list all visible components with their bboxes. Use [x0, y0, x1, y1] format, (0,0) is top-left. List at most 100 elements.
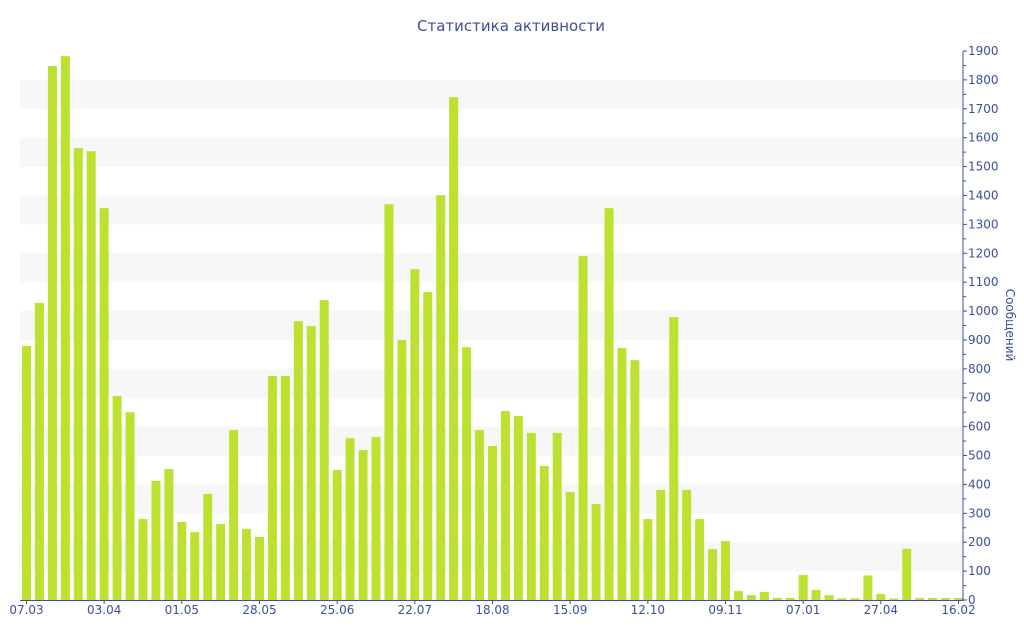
y-tick-label: 300 [968, 506, 991, 520]
bar[interactable] [319, 300, 329, 600]
y-tick-label: 700 [968, 391, 991, 405]
bar[interactable] [617, 348, 627, 600]
bar[interactable] [449, 97, 459, 601]
bar[interactable] [552, 432, 562, 600]
bar[interactable] [526, 432, 536, 600]
y-tick-label: 0 [968, 593, 976, 607]
bar[interactable] [811, 589, 821, 600]
chart-title: Статистика активности [417, 17, 605, 35]
bar[interactable] [151, 480, 161, 600]
bar[interactable] [746, 595, 756, 600]
y-tick-label: 200 [968, 535, 991, 549]
x-tick-label: 15.09 [553, 603, 587, 617]
x-tick-label: 22.07 [398, 603, 432, 617]
y-tick-label: 1000 [968, 304, 999, 318]
bar[interactable] [876, 593, 886, 600]
bar[interactable] [954, 597, 963, 600]
bar[interactable] [785, 597, 795, 600]
bar[interactable] [125, 412, 135, 600]
bar[interactable] [371, 437, 381, 600]
y-tick-label: 1300 [968, 217, 999, 231]
bar[interactable] [358, 450, 368, 600]
bar[interactable] [73, 148, 83, 601]
bar[interactable] [565, 491, 575, 600]
bar[interactable] [578, 256, 588, 600]
bar[interactable] [656, 489, 666, 600]
bar[interactable] [682, 489, 692, 600]
bar[interactable] [332, 469, 342, 600]
x-axis-ticks: 07.03 03.04 01.05 28.05 25.06 22.07 18.08 15.09… [9, 600, 976, 617]
bar[interactable] [397, 339, 407, 600]
grid-band [20, 137, 962, 167]
bar[interactable] [99, 208, 109, 600]
bar[interactable] [384, 204, 394, 601]
bar[interactable] [824, 595, 834, 600]
bar[interactable] [500, 411, 510, 600]
y-tick-label: 1200 [968, 246, 999, 260]
bar[interactable] [280, 376, 290, 600]
x-tick-label: 07.03 [9, 603, 43, 617]
x-tick-label: 09.11 [708, 603, 742, 617]
bar[interactable] [436, 195, 446, 600]
grid-band [20, 253, 962, 283]
bar[interactable] [34, 302, 44, 600]
bar[interactable] [941, 597, 951, 600]
bar[interactable] [539, 465, 549, 600]
bar[interactable] [902, 548, 912, 600]
bar[interactable] [772, 597, 782, 600]
bars [22, 56, 963, 601]
y-tick-label: 1400 [968, 188, 999, 202]
bar[interactable] [306, 326, 316, 600]
bar[interactable] [229, 430, 239, 600]
y-tick-label: 100 [968, 564, 991, 578]
bar[interactable] [462, 347, 472, 600]
bar[interactable] [47, 66, 57, 600]
bar[interactable] [488, 445, 497, 600]
bar[interactable] [798, 574, 808, 600]
bar[interactable] [475, 430, 485, 600]
bar[interactable] [112, 396, 122, 600]
bar[interactable] [863, 575, 873, 600]
bar[interactable] [604, 208, 614, 600]
bar[interactable] [86, 151, 96, 600]
bar[interactable] [708, 549, 718, 600]
bar[interactable] [410, 269, 420, 600]
bar[interactable] [190, 532, 200, 600]
bar[interactable] [850, 598, 860, 600]
bar[interactable] [928, 597, 938, 600]
bar[interactable] [915, 597, 925, 600]
bar[interactable] [203, 493, 213, 600]
bar[interactable] [889, 598, 899, 600]
grid-band [20, 368, 962, 398]
bar[interactable] [164, 469, 174, 600]
x-tick-label: 01.05 [165, 603, 199, 617]
bar[interactable] [759, 591, 769, 600]
bar[interactable] [267, 376, 277, 600]
x-tick-label: 03.04 [87, 603, 121, 617]
bar[interactable] [22, 346, 31, 600]
y-tick-label: 1900 [968, 44, 999, 58]
bar[interactable] [345, 438, 355, 600]
y-tick-label: 900 [968, 333, 991, 347]
bar[interactable] [138, 519, 148, 600]
x-tick-label: 18.08 [475, 603, 509, 617]
bar[interactable] [255, 537, 264, 600]
bar[interactable] [837, 598, 847, 600]
bar[interactable] [643, 519, 653, 600]
bar[interactable] [733, 591, 743, 600]
bar[interactable] [513, 415, 523, 600]
bar[interactable] [293, 321, 303, 600]
bar[interactable] [695, 519, 705, 600]
bar[interactable] [177, 521, 187, 600]
grid-band [20, 79, 962, 109]
bar[interactable] [630, 360, 640, 600]
bar[interactable] [721, 541, 730, 600]
bar[interactable] [60, 56, 70, 601]
x-tick-label: 07.01 [786, 603, 820, 617]
bar[interactable] [423, 291, 433, 600]
bar[interactable] [669, 317, 679, 600]
bar[interactable] [216, 524, 226, 600]
bar[interactable] [242, 528, 252, 600]
grid-band [20, 311, 962, 340]
bar[interactable] [591, 504, 601, 600]
